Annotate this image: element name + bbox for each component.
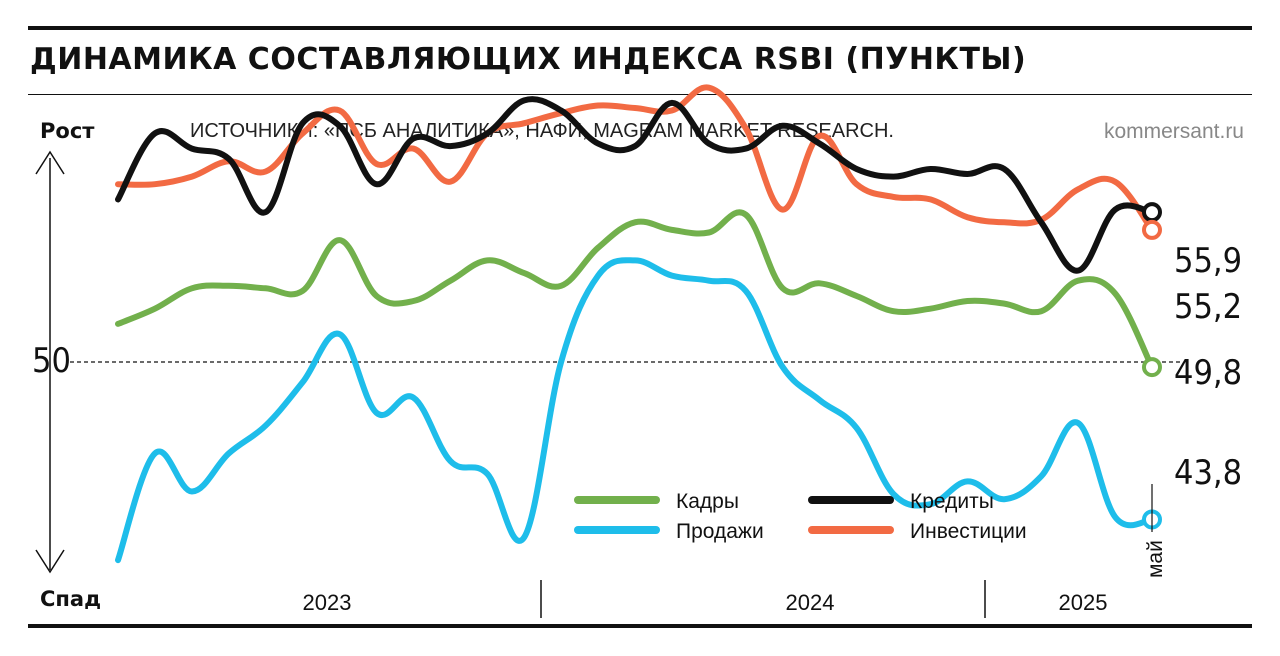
brand-link[interactable]: kommersant.ru [1103,120,1244,143]
chart-title: ДИНАМИКА СОСТАВЛЯЮЩИХ ИНДЕКСА RSBI (ПУНК… [30,42,1027,77]
last-month-marker: май [1144,484,1167,578]
reference-value-label: 50 [32,341,71,381]
bottom-rule [28,624,1252,628]
year-label-2025: 2025 [1059,590,1108,615]
end-value-label-kredity: 55,9 [1174,241,1242,281]
end-point-kadry [1142,357,1162,378]
series-line-prodazhi [115,257,1155,564]
end-point-investicii [1142,219,1162,240]
legend-label-kadry: Кадры [676,490,739,513]
end-value-label-investicii: 55,2 [1174,287,1242,327]
series-line-kredity [115,96,1155,274]
year-label-2023: 2023 [303,590,352,615]
legend-label-prodazhi: Продажи [676,520,764,543]
end-markers: 49,8 43,8 55,9 55,2 [1142,202,1242,530]
x-axis-years: 2023 2024 2025 [303,580,1108,618]
source-note: ИСТОЧНИКИ: «ПСБ АНАЛИТИКА», НАФИ, MAGRAM… [190,120,894,142]
year-label-2024: 2024 [786,590,835,615]
series-layer [115,84,1155,564]
top-rule [28,26,1252,30]
y-axis-top-label: Рост [40,119,95,143]
title-rule [28,94,1252,95]
end-point-kredity [1142,202,1162,223]
end-value-label-prodazhi: 43,8 [1174,453,1242,493]
y-axis-arrow [35,150,65,574]
end-value-label-kadry: 49,8 [1174,353,1242,393]
legend: Кадры Кредиты Продажи Инвестиции [574,490,1027,543]
legend-label-investicii: Инвестиции [910,520,1027,543]
series-line-kadry [115,209,1155,371]
legend-label-kredity: Кредиты [910,490,994,513]
last-month-label: май [1144,540,1167,578]
y-axis-bottom-label: Спад [40,587,101,611]
